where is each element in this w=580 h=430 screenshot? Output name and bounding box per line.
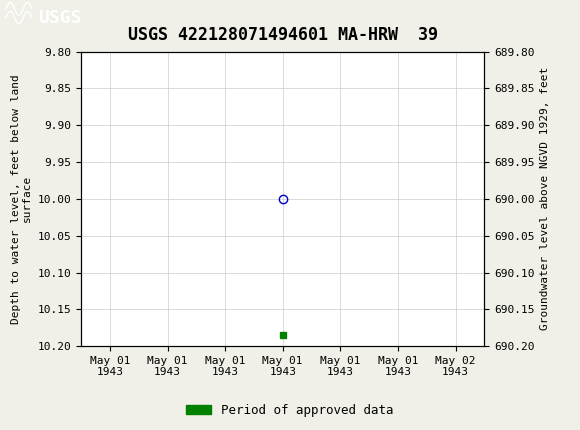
Legend: Period of approved data: Period of approved data: [181, 399, 399, 421]
Y-axis label: Depth to water level, feet below land
surface: Depth to water level, feet below land su…: [10, 74, 32, 324]
Text: USGS: USGS: [38, 9, 81, 27]
Y-axis label: Groundwater level above NGVD 1929, feet: Groundwater level above NGVD 1929, feet: [540, 67, 550, 331]
Title: USGS 422128071494601 MA-HRW  39: USGS 422128071494601 MA-HRW 39: [128, 27, 438, 44]
